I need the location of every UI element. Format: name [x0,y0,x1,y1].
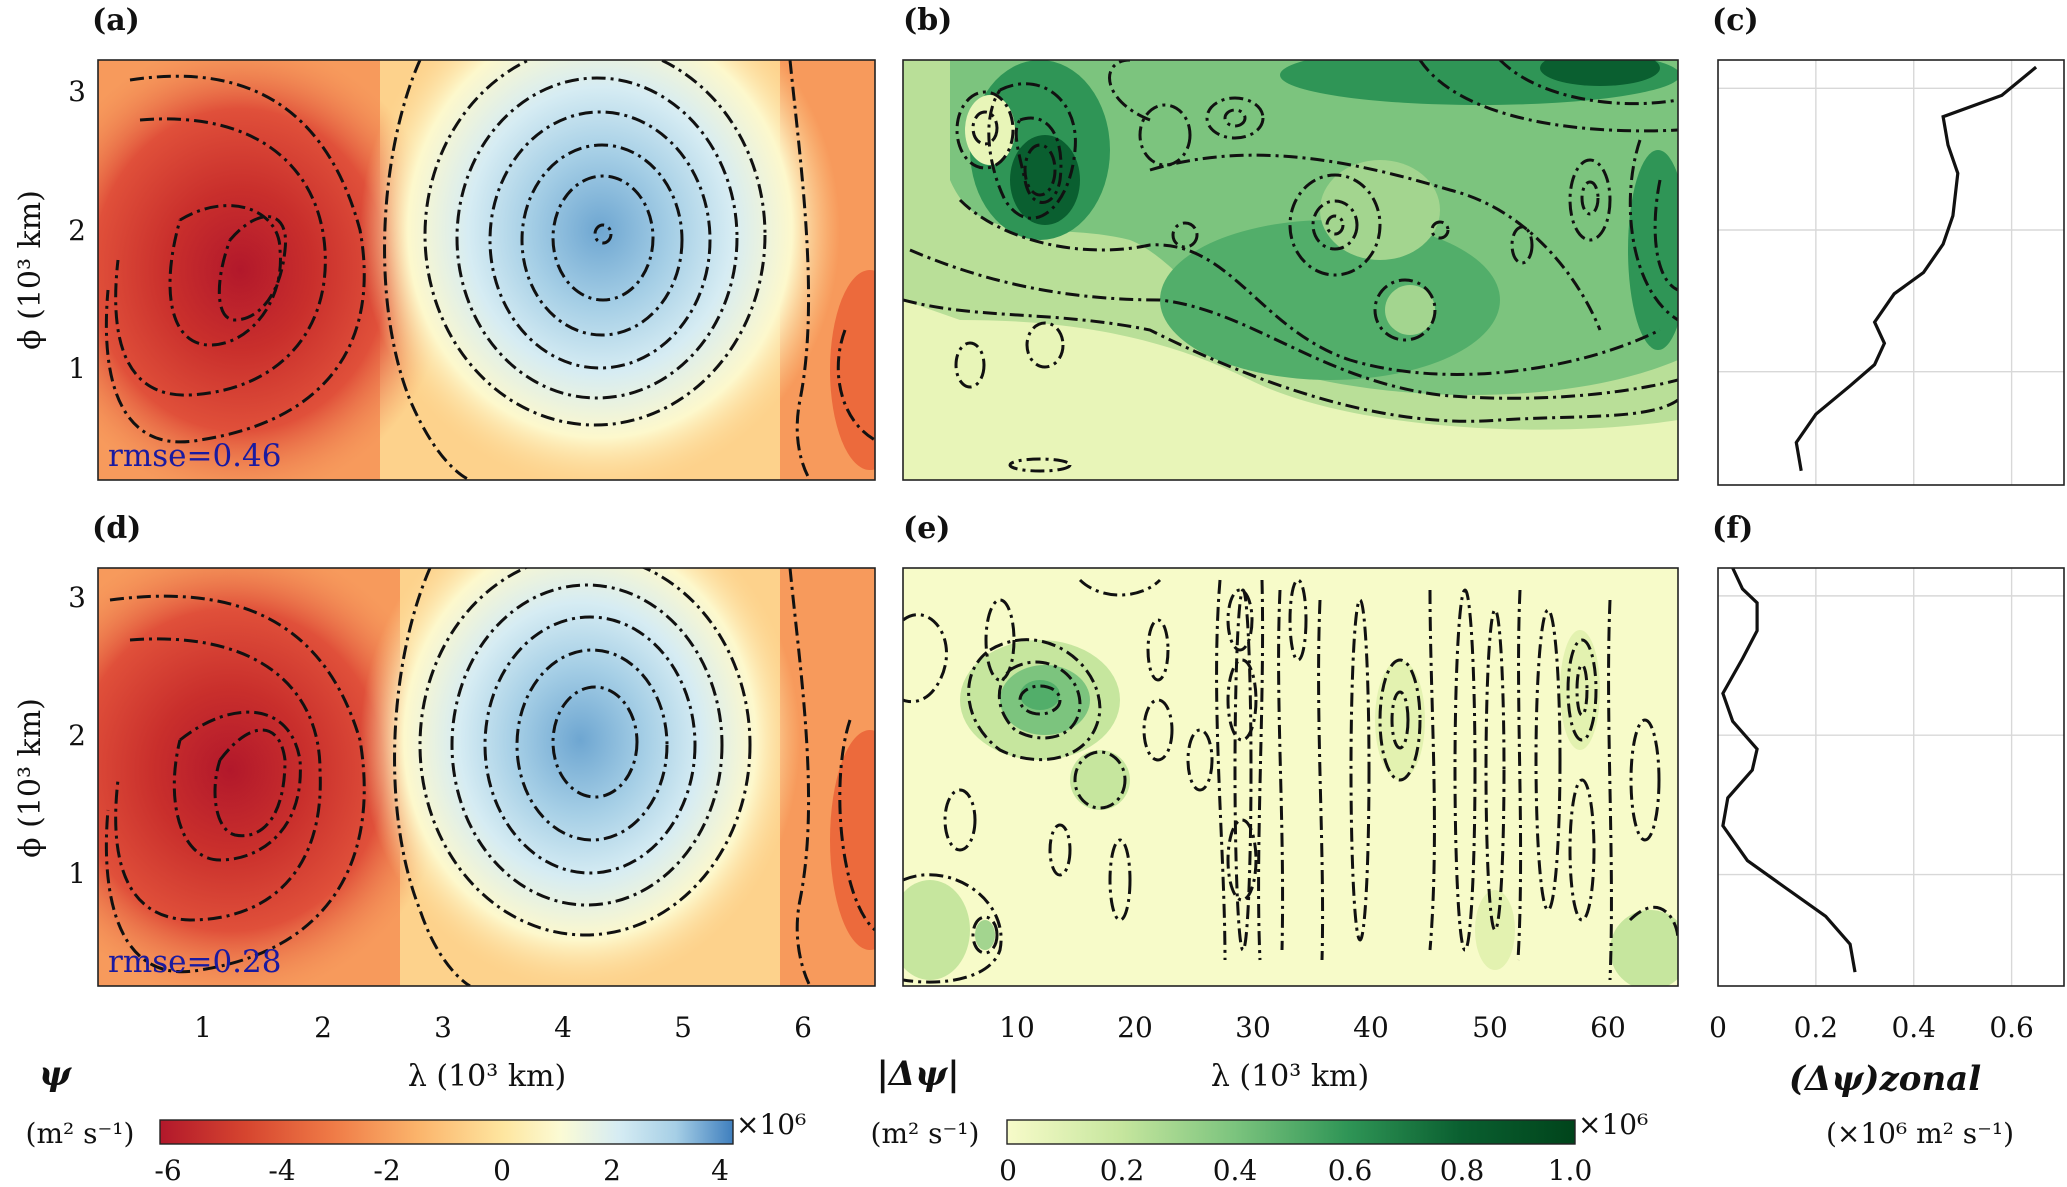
panel-e-field [903,568,1678,986]
panel-e-frame [902,567,1679,987]
colorbar-dpsi [1006,1119,1576,1145]
xtick-mid-10: 10 [999,1011,1035,1044]
xtick-right-3: 0.6 [1989,1011,2034,1044]
x-axis-label-mid: λ (10³ km) [1211,1059,1369,1094]
colorbar-dpsi-multiplier: ×10⁶ [1578,1108,1648,1141]
panel-c-grid [1718,60,2064,485]
colorbar-psi-title: ψ [39,1054,72,1094]
y-axis-ticks-bottom: 1 2 3 [68,581,86,890]
xtick-mid-30: 30 [1235,1011,1271,1044]
x-axis-label-left: λ (10³ km) [408,1059,566,1094]
x-axis-ticks-right: 0 0.2 0.4 0.6 [1709,1011,2034,1044]
panel-a-rmse: rmse=0.46 [108,438,281,474]
ytick-3-top: 3 [68,75,86,108]
panel-c-profile-line [1794,65,2038,472]
cb-dpsi-tick-08: 0.8 [1440,1154,1485,1187]
cb-dpsi-tick-0: 0 [999,1154,1017,1187]
cb-psi-tick-2: 2 [603,1154,621,1187]
y-axis-label-top: ϕ (10³ km) [13,190,48,350]
cb-psi-tick-4: 4 [711,1154,729,1187]
panel-label-a: (a) [92,3,140,38]
cb-psi-tick-0: 0 [493,1154,511,1187]
xtick-right-1: 0.2 [1794,1011,1839,1044]
xtick-left-2: 2 [314,1011,332,1044]
xtick-left-6: 6 [794,1011,812,1044]
cb-dpsi-tick-06: 0.6 [1328,1154,1373,1187]
panel-f-grid [1718,568,2064,986]
cb-psi-tick-m4: -4 [268,1154,295,1187]
colorbar-psi [159,1119,734,1145]
y-axis-ticks-top: 1 2 3 [68,75,86,385]
colorbar-psi-multiplier: ×10⁶ [736,1108,806,1141]
xtick-right-2: 0.4 [1891,1011,1936,1044]
colorbar-dpsi-title: |Δψ| [876,1054,959,1094]
colorbar-dpsi-ticks: 0 0.2 0.4 0.6 0.8 1.0 [999,1154,1592,1187]
panel-a-frame [97,59,876,481]
panel-a-field [98,60,875,480]
x-axis-label-right-unit: (×10⁶ m² s⁻¹) [1826,1117,2014,1150]
x-axis-ticks-mid: 10 20 30 40 50 60 [999,1011,1626,1044]
ytick-1-top: 1 [68,352,86,385]
colorbar-psi-unit: (m² s⁻¹) [26,1117,135,1150]
panel-label-d: (d) [92,511,141,546]
cb-dpsi-tick-02: 0.2 [1100,1154,1145,1187]
cb-psi-tick-m6: -6 [154,1154,181,1187]
x-axis-ticks-left: 1 2 3 4 5 6 [194,1011,812,1044]
panel-c-frame [1717,59,2065,486]
xtick-left-4: 4 [554,1011,572,1044]
panel-label-c: (c) [1712,3,1759,38]
panel-d-frame [97,567,876,987]
panel-label-b: (b) [903,3,952,38]
xtick-left-1: 1 [194,1011,212,1044]
ytick-1-bottom: 1 [68,857,86,890]
panel-f-profile-line [1721,567,1857,973]
ytick-2-top: 2 [68,214,86,247]
panel-d-field [98,568,875,986]
ytick-2-bottom: 2 [68,719,86,752]
colorbar-psi-ticks: -6 -4 -2 0 2 4 [154,1154,729,1187]
xtick-mid-50: 50 [1472,1011,1508,1044]
panel-b-frame [902,59,1679,481]
panel-d-rmse: rmse=0.28 [108,944,281,980]
y-axis-label-bottom: ϕ (10³ km) [13,698,48,858]
xtick-left-3: 3 [434,1011,452,1044]
panel-label-e: (e) [903,511,950,546]
panel-b-field [903,60,1678,480]
panel-label-f: (f) [1712,511,1753,546]
panel-f-frame [1717,567,2065,987]
cb-dpsi-tick-10: 1.0 [1548,1154,1593,1187]
xtick-mid-60: 60 [1590,1011,1626,1044]
x-axis-label-right: (Δψ)zonal [1789,1059,1981,1099]
xtick-right-0: 0 [1709,1011,1727,1044]
xtick-mid-20: 20 [1117,1011,1153,1044]
ytick-3-bottom: 3 [68,581,86,614]
cb-psi-tick-m2: -2 [373,1154,400,1187]
cb-dpsi-tick-04: 0.4 [1213,1154,1258,1187]
xtick-left-5: 5 [674,1011,692,1044]
xtick-mid-40: 40 [1353,1011,1389,1044]
colorbar-dpsi-unit: (m² s⁻¹) [871,1117,980,1150]
